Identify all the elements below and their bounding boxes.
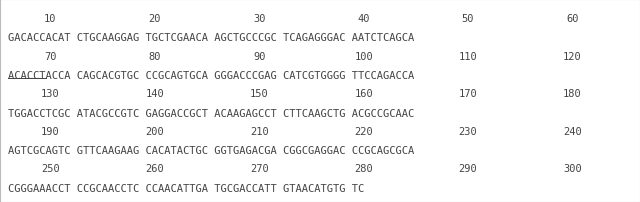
Text: ACACCTACCA CAGCACGTGC CCGCAGTGCA GGGACCCGAG CATCGTGGGG TTCCAGACCA: ACACCTACCA CAGCACGTGC CCGCAGTGCA GGGACCC… [8, 71, 414, 81]
Text: 70: 70 [44, 52, 57, 61]
Text: 160: 160 [355, 89, 373, 99]
Text: 30: 30 [253, 14, 266, 24]
Text: 300: 300 [563, 164, 582, 174]
Text: 220: 220 [355, 126, 373, 136]
Text: 60: 60 [566, 14, 579, 24]
Text: 210: 210 [250, 126, 269, 136]
Text: 250: 250 [41, 164, 60, 174]
Text: 230: 230 [459, 126, 477, 136]
Text: 10: 10 [44, 14, 57, 24]
Text: 240: 240 [563, 126, 582, 136]
Text: 190: 190 [41, 126, 60, 136]
Text: AGTCGCAGTC GTTCAAGAAG CACATACTGC GGTGAGACGA CGGCGAGGAC CCGCAGCGCA: AGTCGCAGTC GTTCAAGAAG CACATACTGC GGTGAGA… [8, 145, 414, 155]
Text: 150: 150 [250, 89, 269, 99]
Text: 260: 260 [145, 164, 164, 174]
Text: 280: 280 [355, 164, 373, 174]
Text: TGGACCTCGC ATACGCCGTC GAGGACCGCT ACAAGAGCCT CTTCAAGCTG ACGCCGCAAC: TGGACCTCGC ATACGCCGTC GAGGACCGCT ACAAGAG… [8, 108, 414, 118]
Text: 50: 50 [462, 14, 474, 24]
Text: 80: 80 [148, 52, 161, 61]
Text: 140: 140 [145, 89, 164, 99]
Text: 20: 20 [148, 14, 161, 24]
Text: 100: 100 [355, 52, 373, 61]
Text: 110: 110 [459, 52, 477, 61]
Text: 170: 170 [459, 89, 477, 99]
Text: 290: 290 [459, 164, 477, 174]
Text: 40: 40 [357, 14, 370, 24]
Text: 130: 130 [41, 89, 60, 99]
Text: 90: 90 [253, 52, 266, 61]
Text: CGGGAAACCT CCGCAACCTC CCAACATTGA TGCGACCATT GTAACATGTG TC: CGGGAAACCT CCGCAACCTC CCAACATTGA TGCGACC… [8, 183, 364, 193]
Text: 200: 200 [145, 126, 164, 136]
Text: GACACCACAT CTGCAAGGAG TGCTCGAACA AGCTGCCCGC TCAGAGGGAC AATCTCAGCA: GACACCACAT CTGCAAGGAG TGCTCGAACA AGCTGCC… [8, 33, 414, 43]
Text: 120: 120 [563, 52, 582, 61]
Text: 180: 180 [563, 89, 582, 99]
Text: 270: 270 [250, 164, 269, 174]
